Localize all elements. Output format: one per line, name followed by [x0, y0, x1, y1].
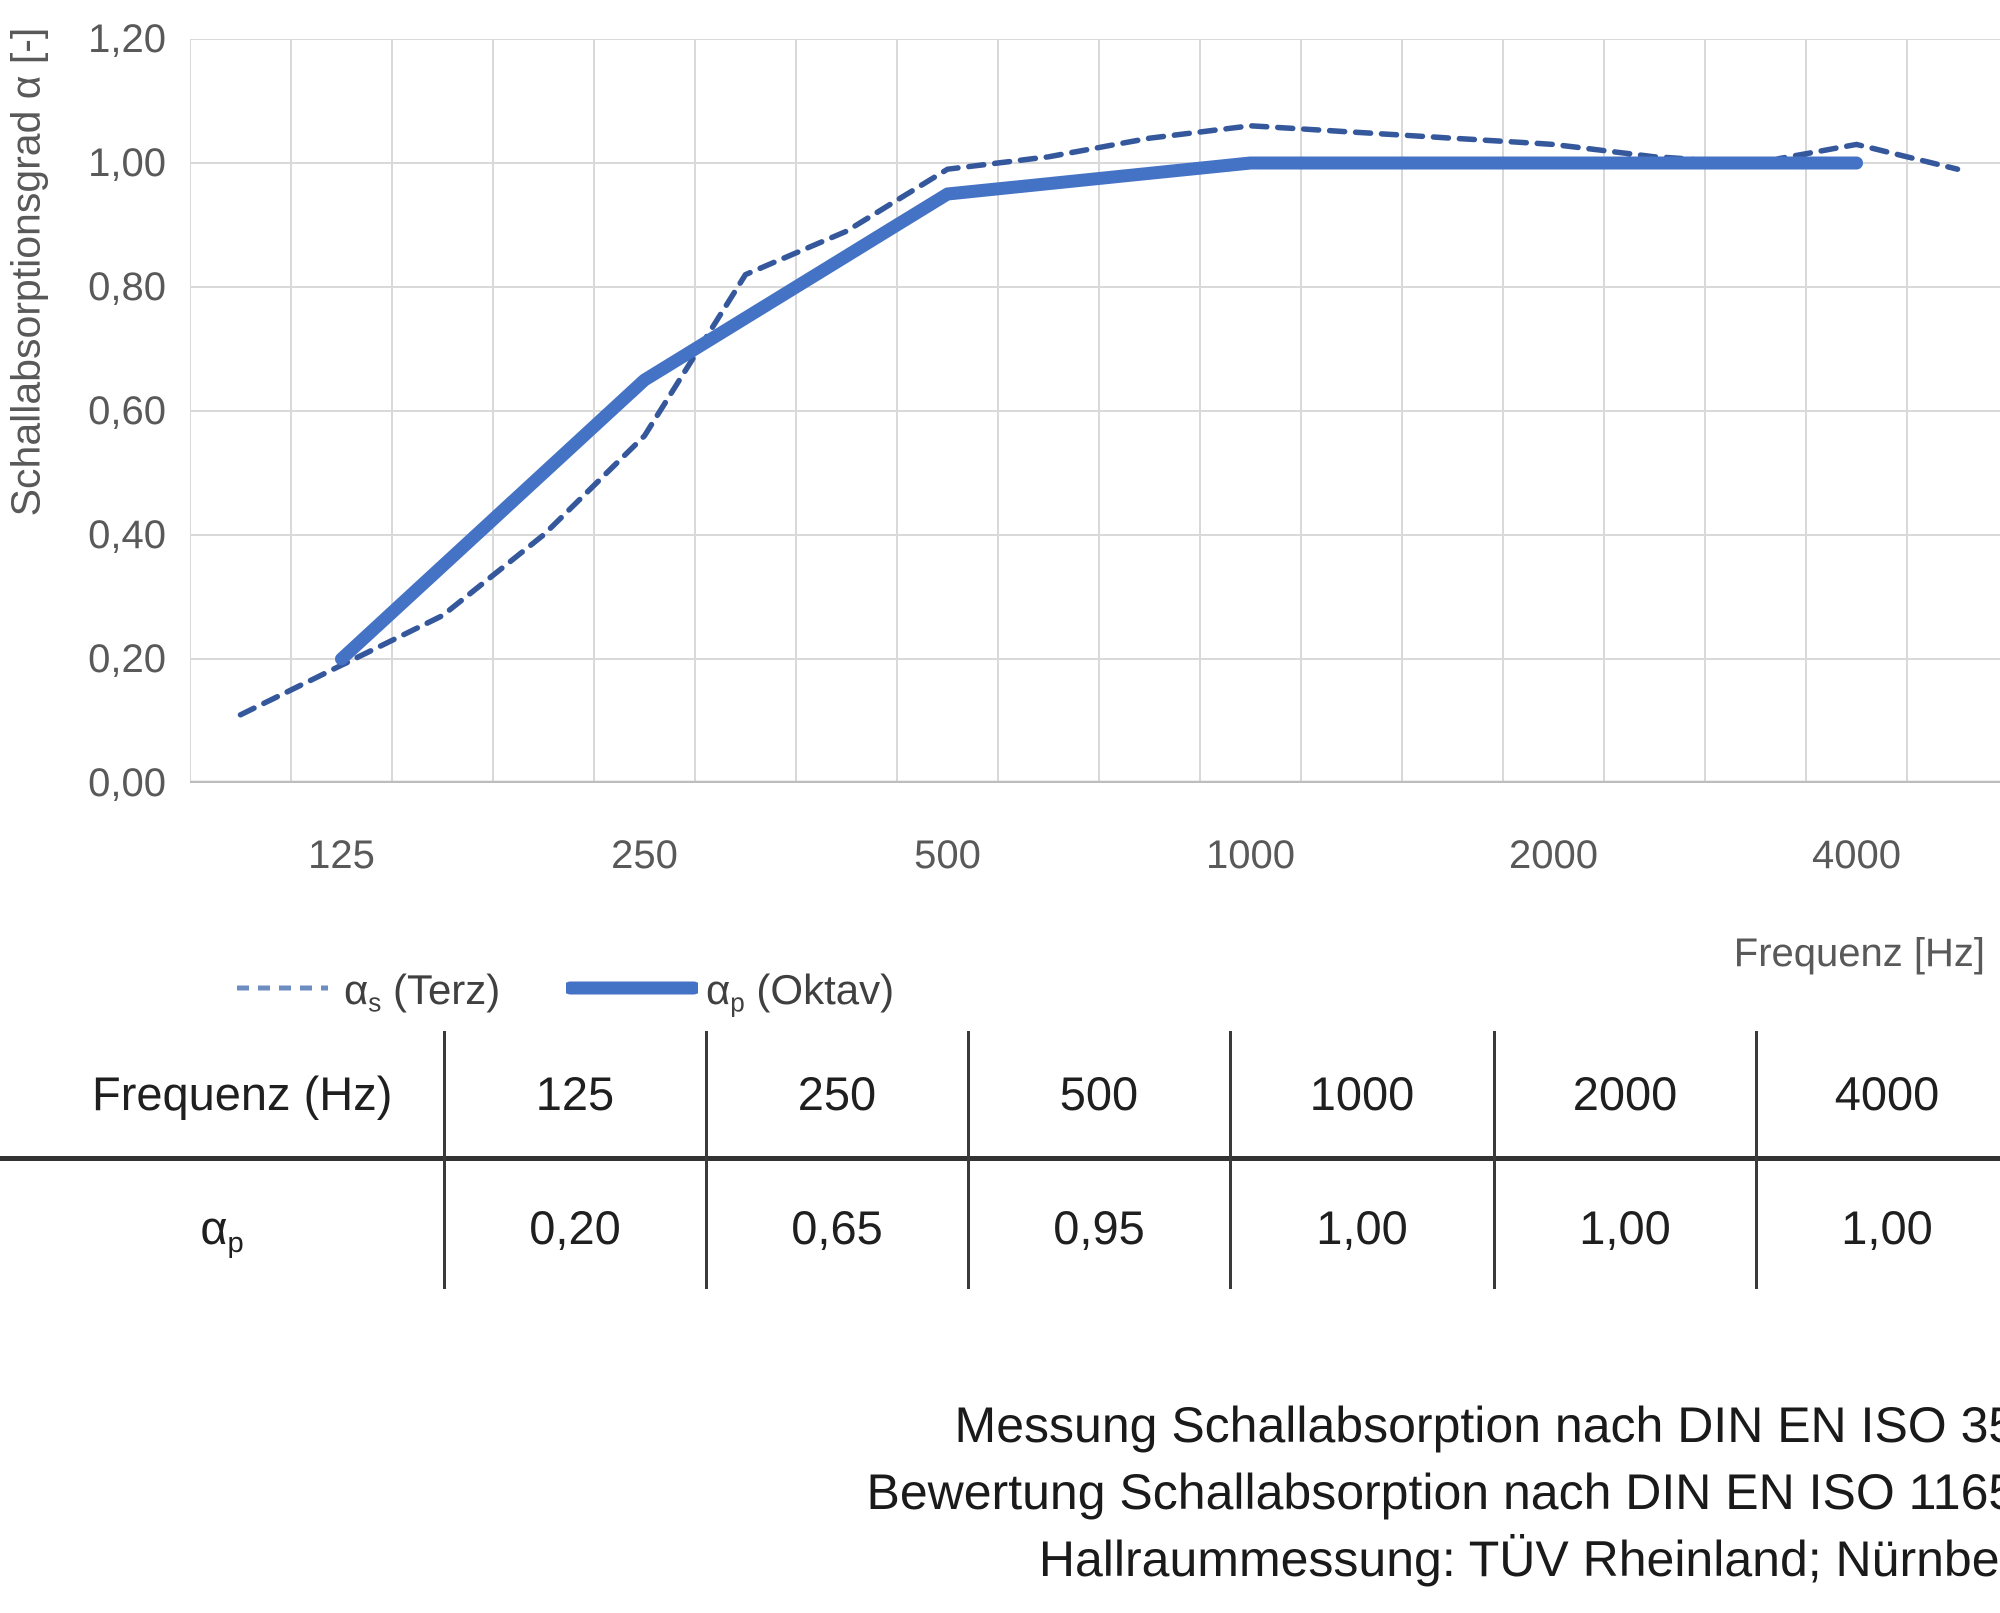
- y-tick-label: 0,00: [88, 761, 166, 805]
- table-cell-value: 1,00: [1579, 1201, 1671, 1254]
- table-cell-value: 0,95: [1053, 1201, 1145, 1254]
- y-tick-label: 0,80: [88, 265, 166, 309]
- measurement-notes: Messung Schallabsorption nach DIN EN ISO…: [544, 1392, 2000, 1593]
- table-header-value: 4000: [1834, 1067, 1940, 1120]
- note-line-1: Messung Schallabsorption nach DIN EN ISO…: [954, 1397, 2000, 1453]
- oktav-series-line: [335, 156, 1863, 666]
- legend-oktav-label: αp (Oktav): [706, 966, 895, 1018]
- table-header-value: 250: [797, 1067, 877, 1120]
- table-header-value: 500: [1059, 1067, 1139, 1120]
- table-header-value: 1000: [1309, 1067, 1415, 1120]
- table-header-value: 2000: [1572, 1067, 1678, 1120]
- table-cell-value: 1,00: [1841, 1201, 1933, 1254]
- legend-terz-swatch-dashed-line: [237, 985, 328, 991]
- x-tick-label: 500: [914, 833, 981, 877]
- table-row-label-alpha-p: αp: [200, 1201, 244, 1260]
- table-header-frequency: Frequenz (Hz): [92, 1067, 393, 1120]
- table-column-divider: [1493, 1031, 1496, 1289]
- table-column-divider: [1755, 1031, 1758, 1289]
- x-tick-label: 2000: [1509, 833, 1598, 877]
- table-column-divider: [705, 1031, 708, 1289]
- line-chart-plot-area: [190, 39, 2000, 783]
- table-cell-value: 1,00: [1316, 1201, 1408, 1254]
- table-cell-value: 0,65: [791, 1201, 883, 1254]
- y-tick-label: 0,60: [88, 389, 166, 433]
- x-tick-label: 1000: [1206, 833, 1295, 877]
- table-header-rule: [0, 1156, 2000, 1161]
- note-line-2: Bewertung Schallabsorption nach DIN EN I…: [866, 1464, 2000, 1520]
- x-axis-title: Frequenz [Hz]: [1733, 931, 1985, 975]
- x-tick-label: 125: [308, 833, 375, 877]
- table-column-divider: [443, 1031, 446, 1289]
- legend-terz-label: αs (Terz): [344, 966, 501, 1018]
- y-tick-label: 0,20: [88, 637, 166, 681]
- table-cell-value: 0,20: [529, 1201, 621, 1254]
- y-tick-label: 0,40: [88, 513, 166, 557]
- table-column-divider: [1229, 1031, 1232, 1289]
- note-line-3: Hallraummessung: TÜV Rheinland; Nürnberg: [1038, 1531, 2000, 1587]
- y-axis-title: Schallabsorptionsgrad α [-]: [2, 27, 49, 517]
- y-tick-label: 1,00: [88, 141, 166, 185]
- x-tick-label: 4000: [1812, 833, 1901, 877]
- table-header-value: 125: [535, 1067, 615, 1120]
- legend-oktav-swatch-solid-line: [566, 981, 698, 995]
- y-tick-label: 1,20: [88, 17, 166, 61]
- x-tick-label: 250: [611, 833, 678, 877]
- table-column-divider: [967, 1031, 970, 1289]
